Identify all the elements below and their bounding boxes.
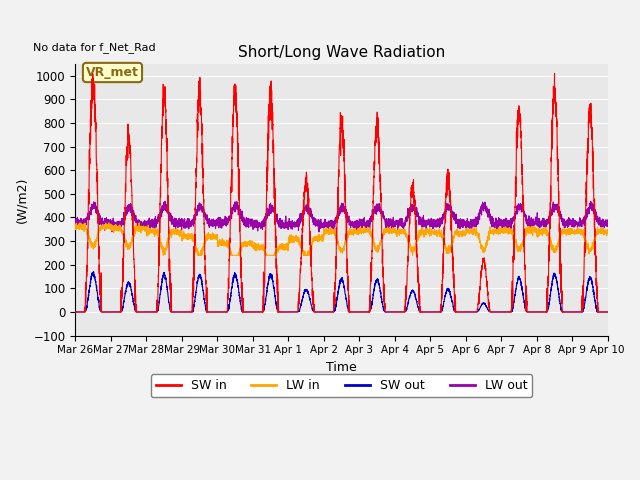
Y-axis label: (W/m2): (W/m2) <box>15 177 28 223</box>
Text: No data for f_Net_Rad: No data for f_Net_Rad <box>33 42 156 53</box>
Title: Short/Long Wave Radiation: Short/Long Wave Radiation <box>238 45 445 60</box>
X-axis label: Time: Time <box>326 361 357 374</box>
Legend: SW in, LW in, SW out, LW out: SW in, LW in, SW out, LW out <box>150 374 532 397</box>
Text: VR_met: VR_met <box>86 66 139 79</box>
